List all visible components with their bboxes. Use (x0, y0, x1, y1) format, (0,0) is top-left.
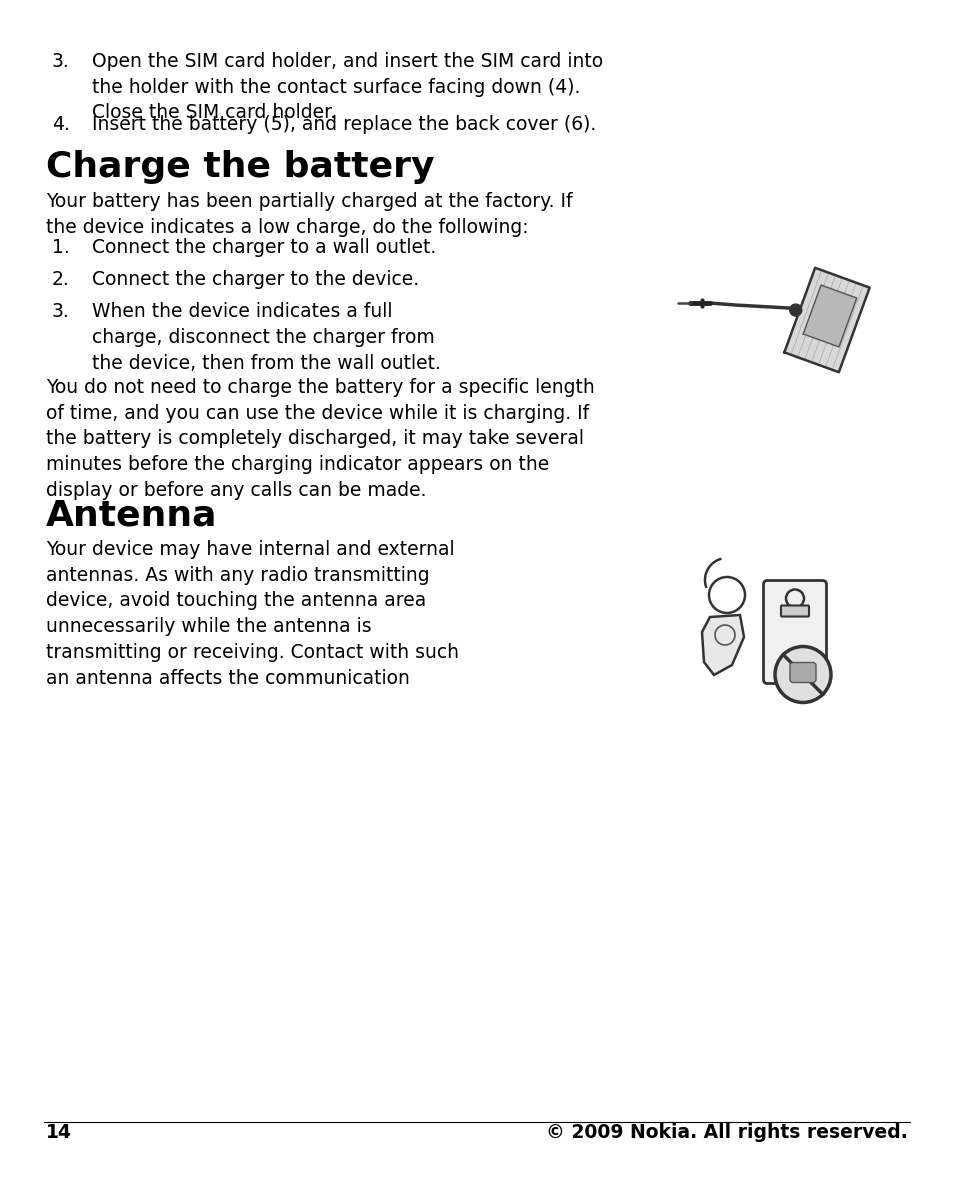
Text: 4.: 4. (52, 114, 70, 135)
Polygon shape (783, 268, 869, 372)
FancyBboxPatch shape (781, 605, 808, 616)
Text: Charge the battery: Charge the battery (46, 150, 434, 184)
Text: Open the SIM card holder, and insert the SIM card into
the holder with the conta: Open the SIM card holder, and insert the… (91, 52, 602, 123)
Circle shape (789, 304, 801, 316)
Text: 3.: 3. (52, 302, 70, 321)
FancyBboxPatch shape (789, 662, 815, 682)
Text: Antenna: Antenna (46, 498, 217, 532)
Text: 14: 14 (46, 1123, 71, 1142)
Text: 3.: 3. (52, 52, 70, 71)
Text: Connect the charger to the device.: Connect the charger to the device. (91, 270, 418, 289)
Text: 2.: 2. (52, 270, 70, 289)
Text: Connect the charger to a wall outlet.: Connect the charger to a wall outlet. (91, 238, 436, 257)
Polygon shape (802, 286, 856, 347)
Text: You do not need to charge the battery for a specific length
of time, and you can: You do not need to charge the battery fo… (46, 378, 594, 500)
Circle shape (774, 647, 830, 702)
Text: Your device may have internal and external
antennas. As with any radio transmitt: Your device may have internal and extern… (46, 540, 458, 688)
Text: Your battery has been partially charged at the factory. If
the device indicates : Your battery has been partially charged … (46, 192, 572, 237)
FancyBboxPatch shape (762, 581, 825, 683)
Polygon shape (701, 615, 743, 675)
Text: 1.: 1. (52, 238, 70, 257)
Text: Insert the battery (5), and replace the back cover (6).: Insert the battery (5), and replace the … (91, 114, 596, 135)
Text: When the device indicates a full
charge, disconnect the charger from
the device,: When the device indicates a full charge,… (91, 302, 440, 373)
Text: © 2009 Nokia. All rights reserved.: © 2009 Nokia. All rights reserved. (546, 1123, 907, 1142)
